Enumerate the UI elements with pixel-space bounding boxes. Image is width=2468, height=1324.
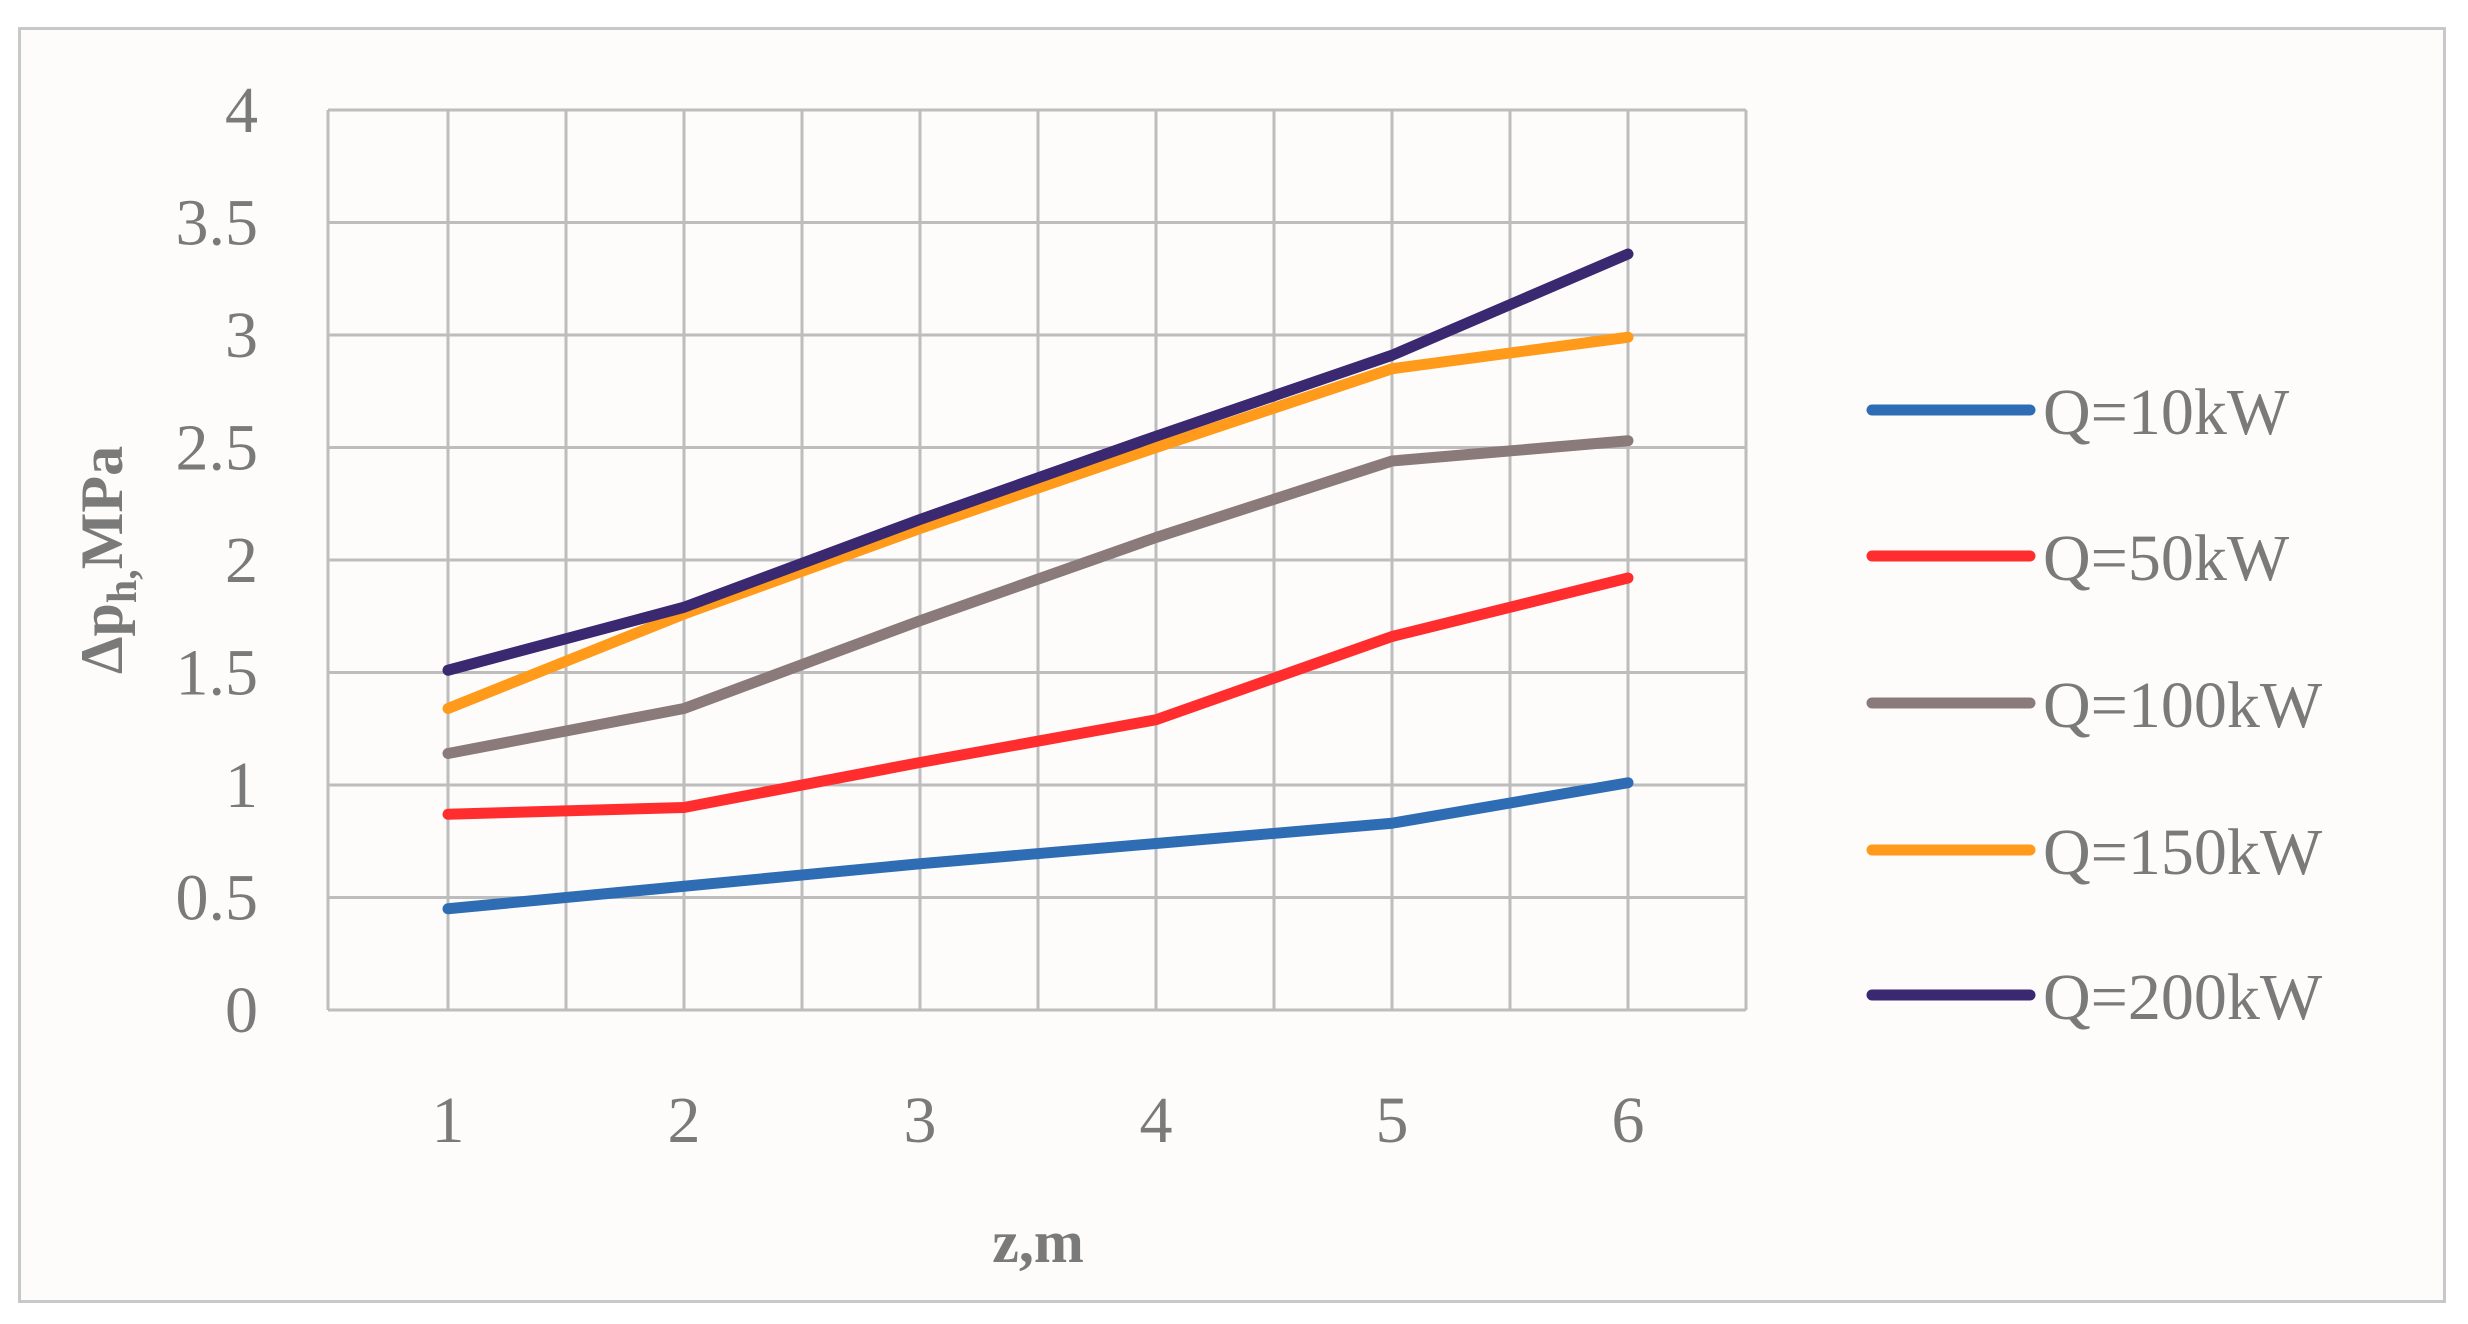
series-line [442, 435, 1634, 759]
legend: Q=10kW Q=50kW Q=100kW Q=150kW Q=200kW [1866, 376, 2323, 1034]
y-axis-title: Δph,MPa [69, 446, 146, 674]
chart-frame [18, 27, 2446, 1303]
legend-label: Q=200kW [2043, 961, 2323, 1034]
y-tick-label: 1 [225, 749, 258, 822]
x-tick-label: 6 [1612, 1084, 1645, 1157]
y-tick-labels: 0 0.5 1 1.5 2 2.5 3 3.5 4 [176, 74, 259, 1047]
series-line [442, 248, 1634, 676]
x-tick-labels: 1 2 3 4 5 6 [432, 1084, 1645, 1157]
series-lines [442, 248, 1634, 915]
y-tick-label: 0 [225, 974, 258, 1047]
y-tick-label: 2 [225, 524, 258, 597]
y-tick-label: 1.5 [176, 637, 259, 710]
y-axis-title-main: Δp [69, 603, 135, 674]
legend-label: Q=150kW [2043, 816, 2323, 889]
x-tick-label: 1 [432, 1084, 465, 1157]
y-axis-title-unit: MPa [69, 446, 135, 569]
y-tick-label: 2.5 [176, 412, 259, 485]
x-tick-label: 2 [668, 1084, 701, 1157]
y-tick-label: 3 [225, 299, 258, 372]
y-tick-label: 4 [225, 74, 258, 147]
legend-label: Q=10kW [2043, 376, 2290, 449]
series-line [442, 572, 1634, 820]
y-axis-title-subscript: h, [100, 569, 146, 603]
series-line [442, 331, 1634, 714]
y-tick-label: 0.5 [176, 862, 259, 935]
series-line [442, 777, 1634, 915]
x-tick-label: 3 [904, 1084, 937, 1157]
x-tick-label: 5 [1376, 1084, 1409, 1157]
legend-label: Q=50kW [2043, 522, 2290, 595]
x-axis-title: z,m [992, 1209, 1084, 1275]
y-tick-label: 3.5 [176, 187, 259, 260]
x-tick-label: 4 [1140, 1084, 1173, 1157]
legend-label: Q=100kW [2043, 669, 2323, 742]
grid-lines [326, 108, 1748, 1012]
